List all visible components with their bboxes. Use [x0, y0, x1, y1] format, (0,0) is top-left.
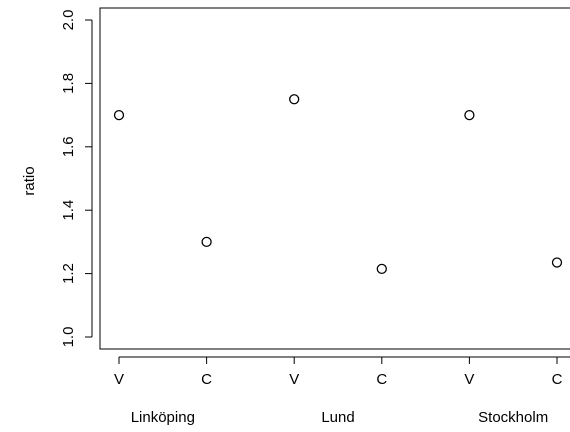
y-tick-label: 1.0 — [60, 327, 77, 348]
group-label: Stockholm — [478, 409, 548, 426]
x-tick-label: C — [201, 371, 212, 388]
data-point — [464, 109, 475, 121]
plot-area — [99, 7, 570, 350]
x-tick-label: V — [289, 371, 299, 388]
data-point — [551, 257, 563, 268]
plot-frame — [99, 7, 570, 350]
y-tick-label: 1.6 — [60, 136, 77, 157]
data-point — [289, 94, 300, 105]
x-tick-label: V — [114, 371, 124, 388]
x-tick-label: C — [552, 371, 563, 388]
x-tick-label: C — [376, 371, 387, 388]
data-point — [113, 109, 125, 121]
y-tick-label: 1.2 — [60, 263, 77, 284]
data-points — [113, 94, 563, 274]
y-tick-label: 1.4 — [60, 200, 77, 221]
x-tick-label: V — [464, 371, 474, 388]
data-point — [201, 236, 212, 248]
group-label: Linköping — [131, 409, 195, 426]
y-tick-label: 1.8 — [60, 73, 77, 94]
data-point — [376, 263, 387, 274]
group-labels: Linköping Lund Stockholm — [131, 409, 549, 426]
y-axis: 1.0 1.2 1.4 1.6 1.8 2.0 — [60, 10, 93, 348]
y-axis-title: ratio — [21, 166, 38, 195]
group-label: Lund — [321, 409, 354, 426]
y-tick-label: 2.0 — [60, 10, 77, 31]
